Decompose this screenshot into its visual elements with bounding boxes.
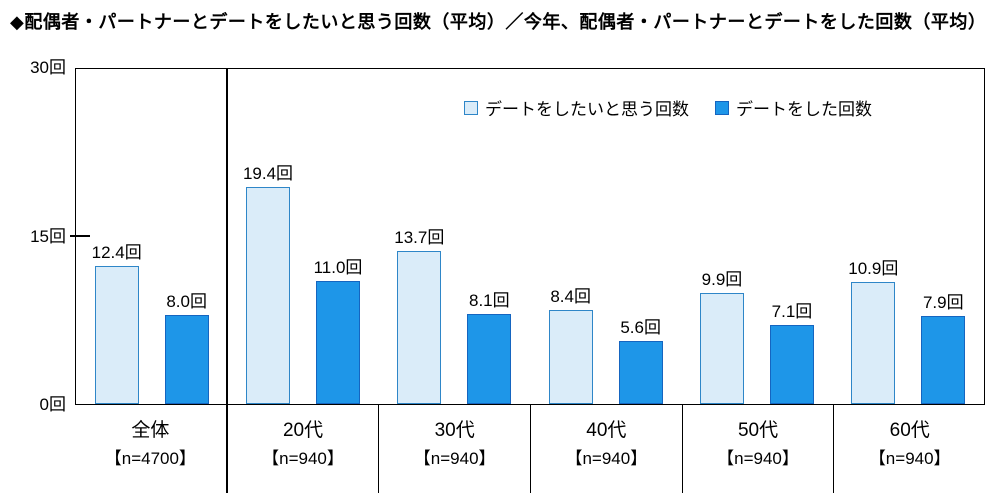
bar-unit: 8.4回 [548, 69, 593, 404]
category-cell-50代: 50代【n=940】 [683, 405, 835, 493]
category-sample-size: 【n=4700】 [104, 449, 196, 468]
category-axis: 全体 【n=4700】 20代 【n=940】 30代 【n=940】 40代 【n=940】… [75, 405, 985, 493]
bar-unit: 19.4回 [242, 69, 294, 404]
overall-vs-ages-separator-line [226, 69, 229, 404]
category-cell-40代: 40代【n=940】 [531, 405, 683, 493]
bar-unit: 8.0回 [164, 69, 209, 404]
bar-value-label: 11.0回 [313, 258, 363, 278]
bar-group-40代: 8.4回 5.6回 [530, 69, 681, 404]
legend-item-want: デートをしたいと思う回数 [464, 95, 689, 120]
category-label: 60代 [889, 420, 930, 441]
category-label: 20代 [282, 420, 324, 441]
category-cell-20代: 20代【n=940】 [228, 405, 380, 493]
category-label: 全体 [131, 420, 170, 441]
plot-area: デートをしたいと思う回数 デートをした回数 12.4回 8.0回 19.4回 11.0… [70, 68, 985, 405]
bar-unit: 7.9回 [921, 69, 966, 404]
legend-swatch-did-icon [715, 100, 729, 115]
bar-value-label: 12.4回 [91, 242, 142, 262]
bar-unit: 9.9回 [699, 69, 744, 404]
category-cell-全体: 全体【n=4700】 [75, 405, 228, 493]
y-axis-tick-label-15: 15回 [30, 227, 66, 246]
bar-did-count [921, 315, 966, 404]
bar-unit: 11.0回 [313, 69, 363, 404]
chart-title: ◆配偶者・パートナーとデートをしたいと思う回数（平均）／今年、配偶者・パートナー… [10, 12, 987, 32]
bar-value-label: 9.9回 [701, 270, 743, 290]
bar-did-count [467, 313, 512, 404]
bar-did-count [164, 314, 209, 404]
bar-want-count [397, 251, 442, 404]
bar-value-label: 8.4回 [550, 287, 591, 307]
bar-did-count [315, 281, 360, 404]
bar-value-label: 13.7回 [394, 228, 445, 248]
bar-want-count [699, 293, 744, 404]
category-sample-size: 【n=940】 [717, 449, 799, 468]
bar-did-count [618, 341, 663, 404]
bar-unit: 10.9回 [848, 69, 899, 404]
bar-want-count [94, 265, 139, 404]
bar-group-60代: 10.9回 7.9回 [833, 69, 984, 404]
bar-value-label: 19.4回 [242, 164, 294, 184]
category-sample-size: 【n=940】 [262, 449, 344, 468]
bar-unit: 13.7回 [394, 69, 445, 404]
category-cell-60代: 60代【n=940】 [834, 405, 985, 493]
bar-did-count [769, 324, 814, 404]
legend: デートをしたいと思う回数 デートをした回数 [464, 95, 872, 120]
bar-want-count [851, 282, 896, 404]
bar-value-label: 8.1回 [468, 290, 510, 310]
bar-unit: 7.1回 [769, 69, 814, 404]
bar-value-label: 8.0回 [166, 291, 207, 311]
bar-group-30代: 13.7回 8.1回 [379, 69, 530, 404]
legend-swatch-want-icon [464, 100, 478, 115]
bar-value-label: 10.9回 [848, 259, 899, 279]
y-axis-tick-label-0: 0回 [39, 395, 66, 414]
category-sample-size: 【n=940】 [868, 449, 951, 468]
category-label: 30代 [434, 420, 475, 441]
category-sample-size: 【n=940】 [565, 449, 648, 468]
category-sample-size: 【n=940】 [413, 449, 496, 468]
bar-value-label: 7.9回 [922, 292, 964, 312]
bar-group-20代: 19.4回 11.0回 [227, 69, 378, 404]
bar-want-count [548, 310, 593, 404]
bar-unit: 5.6回 [618, 69, 663, 404]
category-label: 40代 [586, 420, 627, 441]
bar-group-50代: 9.9回 7.1回 [681, 69, 832, 404]
bar-unit: 12.4回 [91, 69, 142, 404]
legend-label-want: デートをしたいと思う回数 [485, 100, 689, 119]
bar-value-label: 7.1回 [771, 301, 813, 321]
y-axis-tick-label-30: 30回 [30, 58, 66, 77]
legend-item-did: デートをした回数 [715, 95, 872, 120]
bar-groups: 12.4回 8.0回 19.4回 11.0回 13.7回 8.1回 8.4回 5.6回 9.9回… [76, 69, 984, 404]
bar-unit: 8.1回 [467, 69, 512, 404]
category-label: 50代 [737, 420, 779, 441]
bar-group-全体: 12.4回 8.0回 [76, 69, 227, 404]
bar-value-label: 5.6回 [620, 318, 661, 338]
y-axis-tick-mark-15 [70, 235, 90, 237]
bar-want-count [245, 187, 290, 404]
legend-label-did: デートをした回数 [736, 100, 872, 119]
category-cell-30代: 30代【n=940】 [379, 405, 532, 493]
